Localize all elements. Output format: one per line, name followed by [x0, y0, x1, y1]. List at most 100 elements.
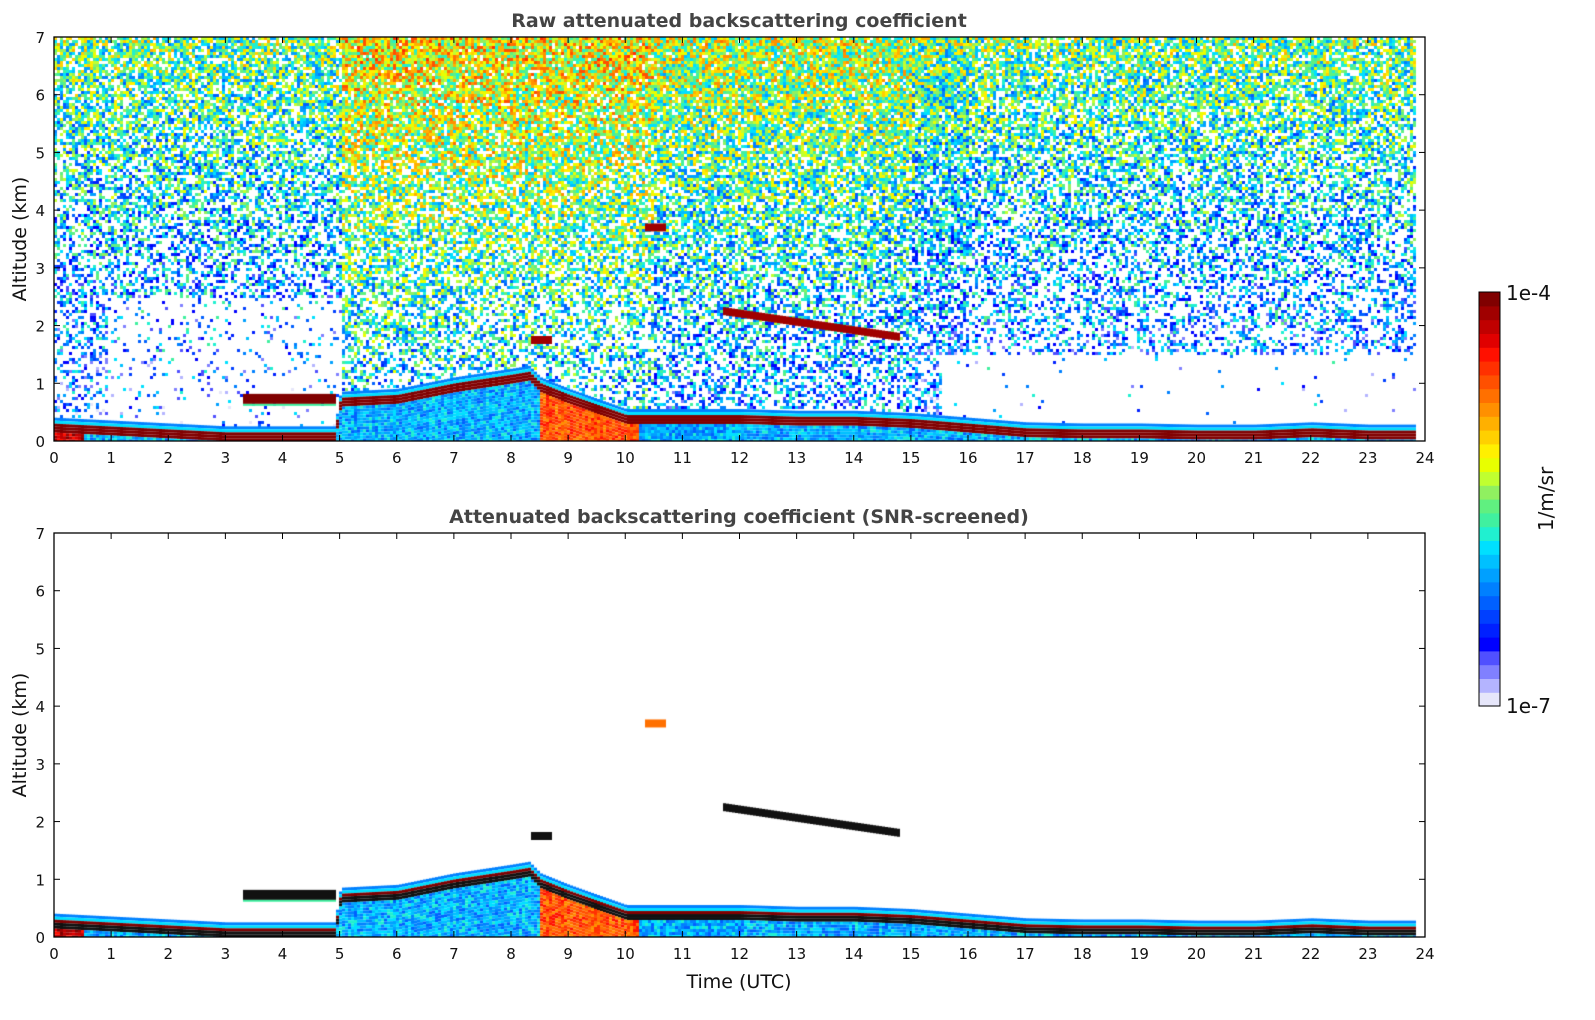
- x-tick-label: 15: [901, 945, 920, 963]
- colorbar-swatch: [1479, 333, 1500, 347]
- y-tick-label: 2: [35, 814, 45, 832]
- x-tick-label: 8: [506, 449, 516, 467]
- y-tick-label: 6: [35, 87, 45, 105]
- x-tick-label: 14: [844, 945, 863, 963]
- x-tick-label: 19: [1130, 449, 1149, 467]
- x-tick-label: 9: [563, 945, 573, 963]
- x-tick-label: 8: [506, 945, 516, 963]
- colorbar-unit-label: 1/m/sr: [1534, 466, 1558, 531]
- y-tick-label: 2: [35, 318, 45, 336]
- chart-title: Raw attenuated backscattering coefficien…: [511, 10, 967, 32]
- colorbar-swatch: [1479, 389, 1500, 403]
- x-tick-label: 24: [1415, 449, 1434, 467]
- x-tick-label: 22: [1301, 449, 1320, 467]
- x-tick-label: 5: [335, 945, 345, 963]
- x-tick-label: 16: [958, 449, 977, 467]
- x-tick-label: 12: [730, 945, 749, 963]
- colorbar-swatch: [1479, 540, 1500, 554]
- colorbar-swatch: [1479, 402, 1500, 416]
- x-tick-label: 13: [787, 449, 806, 467]
- y-tick-label: 7: [35, 29, 45, 47]
- x-tick-label: 10: [616, 945, 635, 963]
- x-tick-label: 5: [335, 449, 345, 467]
- x-tick-label: 6: [392, 449, 402, 467]
- x-tick-label: 0: [49, 945, 59, 963]
- y-tick-label: 7: [35, 525, 45, 543]
- x-tick-label: 11: [673, 945, 692, 963]
- x-tick-label: 16: [958, 945, 977, 963]
- x-tick-label: 23: [1358, 449, 1377, 467]
- colorbar-swatch: [1479, 320, 1500, 334]
- x-tick-label: 11: [673, 449, 692, 467]
- colorbar-swatch: [1479, 527, 1500, 541]
- y-tick-label: 5: [35, 640, 45, 658]
- x-tick-label: 15: [901, 449, 920, 467]
- y-axis-label: Altitude (km): [9, 673, 31, 798]
- chart-title: Attenuated backscattering coefficient (S…: [449, 506, 1029, 528]
- panel-raw: Raw attenuated backscattering coefficien…: [9, 10, 1435, 467]
- colorbar-swatch: [1479, 651, 1500, 665]
- x-tick-label: 17: [1016, 945, 1035, 963]
- x-tick-label: 10: [616, 449, 635, 467]
- x-tick-label: 18: [1073, 449, 1092, 467]
- x-tick-label: 24: [1415, 945, 1434, 963]
- colorbar-max-label: 1e-4: [1506, 281, 1551, 305]
- x-tick-label: 22: [1301, 945, 1320, 963]
- x-tick-label: 2: [163, 449, 173, 467]
- y-tick-label: 4: [35, 202, 45, 220]
- y-tick-label: 3: [35, 260, 45, 278]
- colorbar-swatch: [1479, 416, 1500, 430]
- colorbar-gradient: [1479, 292, 1500, 707]
- colorbar-swatch: [1479, 692, 1500, 706]
- colorbar-swatch: [1479, 485, 1500, 499]
- colorbar-swatch: [1479, 347, 1500, 361]
- x-tick-label: 1: [106, 945, 116, 963]
- x-tick-label: 17: [1016, 449, 1035, 467]
- x-tick-label: 2: [163, 945, 173, 963]
- x-tick-label: 3: [221, 449, 231, 467]
- y-tick-label: 5: [35, 144, 45, 162]
- y-tick-label: 3: [35, 756, 45, 774]
- colorbar-swatch: [1479, 471, 1500, 485]
- x-tick-label: 21: [1244, 945, 1263, 963]
- x-axis-label: Time (UTC): [685, 971, 791, 993]
- y-tick-label: 0: [35, 433, 45, 451]
- heatmap-image: [54, 533, 1425, 937]
- x-tick-label: 3: [221, 945, 231, 963]
- colorbar-swatch: [1479, 623, 1500, 637]
- colorbar-swatch: [1479, 430, 1500, 444]
- colorbar-swatch: [1479, 596, 1500, 610]
- x-tick-label: 1: [106, 449, 116, 467]
- x-tick-label: 4: [278, 449, 288, 467]
- y-tick-label: 6: [35, 583, 45, 601]
- colorbar-swatch: [1479, 361, 1500, 375]
- colorbar-swatch: [1479, 513, 1500, 527]
- heatmap-screened: [54, 533, 1425, 937]
- colorbar: 1e-4 1e-7 1/m/sr: [1479, 281, 1558, 718]
- colorbar-swatch: [1479, 306, 1500, 320]
- x-tick-label: 23: [1358, 945, 1377, 963]
- panel-screened: Attenuated backscattering coefficient (S…: [9, 506, 1435, 993]
- x-tick-label: 20: [1187, 449, 1206, 467]
- heatmap-raw: [54, 37, 1425, 441]
- colorbar-swatch: [1479, 665, 1500, 679]
- x-tick-label: 20: [1187, 945, 1206, 963]
- y-tick-label: 4: [35, 698, 45, 716]
- colorbar-swatch: [1479, 499, 1500, 513]
- colorbar-swatch: [1479, 609, 1500, 623]
- x-tick-label: 6: [392, 945, 402, 963]
- x-tick-label: 13: [787, 945, 806, 963]
- x-tick-label: 19: [1130, 945, 1149, 963]
- colorbar-swatch: [1479, 582, 1500, 596]
- colorbar-swatch: [1479, 568, 1500, 582]
- x-tick-label: 9: [563, 449, 573, 467]
- colorbar-swatch: [1479, 292, 1500, 306]
- y-axis-label: Altitude (km): [9, 177, 31, 302]
- heatmap-image: [54, 37, 1425, 441]
- x-tick-label: 0: [49, 449, 59, 467]
- y-tick-label: 1: [35, 871, 45, 889]
- x-tick-label: 7: [449, 449, 459, 467]
- colorbar-swatch: [1479, 637, 1500, 651]
- x-tick-label: 14: [844, 449, 863, 467]
